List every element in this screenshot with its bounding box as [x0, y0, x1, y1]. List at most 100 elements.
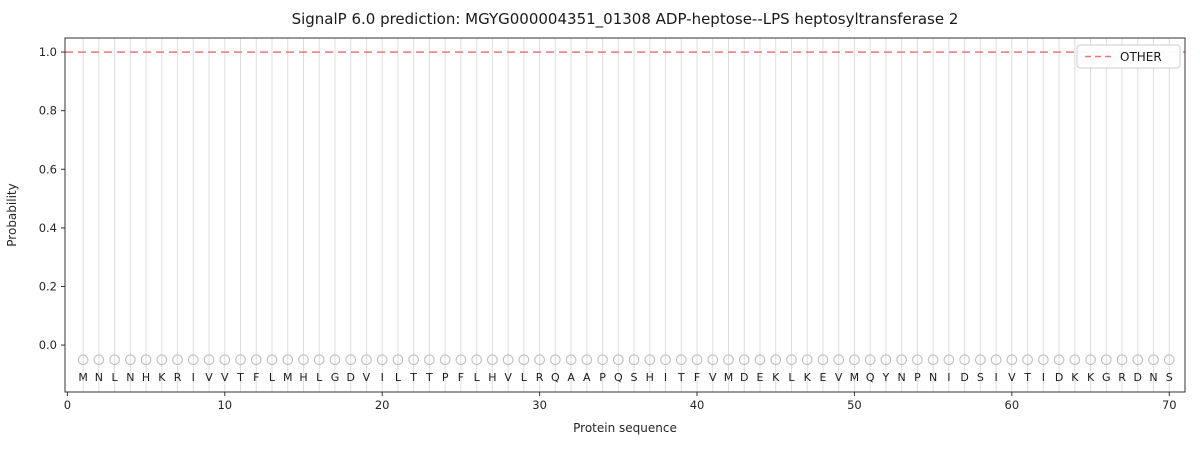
residue-letter: N — [898, 371, 906, 384]
residue-marker — [266, 354, 278, 366]
residue-marker — [156, 354, 168, 366]
x-tick-label: 30 — [532, 398, 547, 412]
residue-marker — [298, 354, 309, 366]
residue-marker — [1069, 354, 1081, 366]
residue-marker — [1163, 354, 1175, 366]
residue-marker — [581, 354, 593, 366]
residue-letter: I — [192, 371, 195, 384]
residue-marker — [502, 354, 514, 366]
residue-marker — [896, 354, 908, 366]
residue-letter: N — [126, 371, 134, 384]
residue-letter: D — [1055, 371, 1063, 384]
residue-letter: A — [567, 371, 575, 384]
residue-marker — [534, 354, 545, 366]
residue-letter: V — [709, 371, 717, 384]
residue-letter: L — [788, 371, 795, 384]
residue-letter: I — [1042, 371, 1045, 384]
residue-letter: K — [804, 371, 812, 384]
residue-letter: L — [521, 371, 528, 384]
chart-title: SignalP 6.0 prediction: MGYG000004351_01… — [292, 10, 959, 29]
residue-letter: I — [664, 371, 667, 384]
x-tick-label: 50 — [847, 398, 862, 412]
residue-letter: L — [112, 371, 119, 384]
residue-letter: R — [536, 371, 544, 384]
residue-marker — [203, 354, 215, 366]
residue-marker — [990, 354, 1002, 366]
residue-letter: S — [977, 371, 984, 384]
residue-letter: Y — [882, 371, 890, 384]
residue-marker — [754, 354, 766, 366]
residue-marker — [109, 354, 120, 366]
residue-letter: D — [1134, 371, 1142, 384]
residue-letter: N — [929, 371, 937, 384]
residue-letter: T — [677, 371, 685, 384]
residue-letter: P — [599, 371, 606, 384]
residue-marker — [77, 354, 89, 366]
residue-marker — [849, 354, 860, 366]
residue-marker — [140, 354, 152, 366]
residue-letter: V — [835, 371, 843, 384]
residue-marker — [880, 354, 892, 366]
residue-letter: I — [947, 371, 950, 384]
residue-marker — [833, 354, 845, 366]
residue-letter: V — [504, 371, 512, 384]
residue-letter: I — [381, 371, 384, 384]
residue-letter: T — [1023, 371, 1031, 384]
residue-marker — [644, 354, 656, 366]
x-tick-label: 40 — [690, 398, 705, 412]
residue-marker — [439, 354, 451, 366]
y-tick-label: 0.2 — [39, 280, 57, 294]
residue-marker — [172, 354, 183, 366]
legend-label: OTHER — [1120, 50, 1162, 64]
residue-letter: Q — [551, 371, 560, 384]
residue-letter: K — [772, 371, 780, 384]
residue-letter: N — [1149, 371, 1157, 384]
residue-letter: N — [95, 371, 103, 384]
residue-marker — [738, 354, 750, 366]
residue-letter: H — [646, 371, 654, 384]
residue-letter: D — [960, 371, 968, 384]
residue-marker — [361, 354, 372, 366]
residue-letter: H — [142, 371, 150, 384]
residue-marker — [770, 354, 782, 366]
residue-marker — [723, 354, 734, 366]
residue-letter: R — [174, 371, 182, 384]
x-tick-label: 70 — [1162, 398, 1177, 412]
residue-marker — [93, 354, 105, 366]
residue-letter: K — [1071, 371, 1079, 384]
residue-letter: F — [253, 371, 259, 384]
residue-letter: V — [363, 371, 371, 384]
residue-marker — [471, 354, 482, 366]
residue-letter: L — [269, 371, 276, 384]
y-tick-label: 0.0 — [39, 338, 57, 352]
residue-marker — [628, 354, 640, 366]
residue-marker — [376, 354, 388, 366]
x-tick-label: 20 — [375, 398, 390, 412]
residue-marker — [1022, 354, 1033, 366]
residue-marker — [927, 354, 939, 366]
y-tick-label: 1.0 — [39, 45, 57, 59]
y-tick-label: 0.8 — [39, 104, 57, 118]
residue-marker — [219, 354, 231, 366]
residue-letter: G — [1102, 371, 1111, 384]
axes-border — [64, 37, 1186, 393]
residue-letter: G — [331, 371, 340, 384]
residue-letter: M — [283, 371, 293, 384]
residue-marker — [424, 354, 435, 366]
residue-letter: E — [819, 371, 826, 384]
residue-marker — [1037, 354, 1049, 366]
residue-marker — [597, 354, 608, 366]
residue-letter: M — [850, 371, 860, 384]
residue-letter: T — [409, 371, 417, 384]
residue-letter: F — [694, 371, 700, 384]
residue-marker — [345, 354, 357, 366]
residue-letter: P — [442, 371, 449, 384]
residue-marker — [565, 354, 577, 366]
residue-marker — [282, 354, 294, 366]
residue-marker — [1116, 354, 1128, 366]
residue-marker — [975, 354, 986, 366]
residue-letter: M — [78, 371, 88, 384]
y-axis-label: Probability — [5, 183, 19, 246]
residue-marker — [455, 354, 467, 366]
